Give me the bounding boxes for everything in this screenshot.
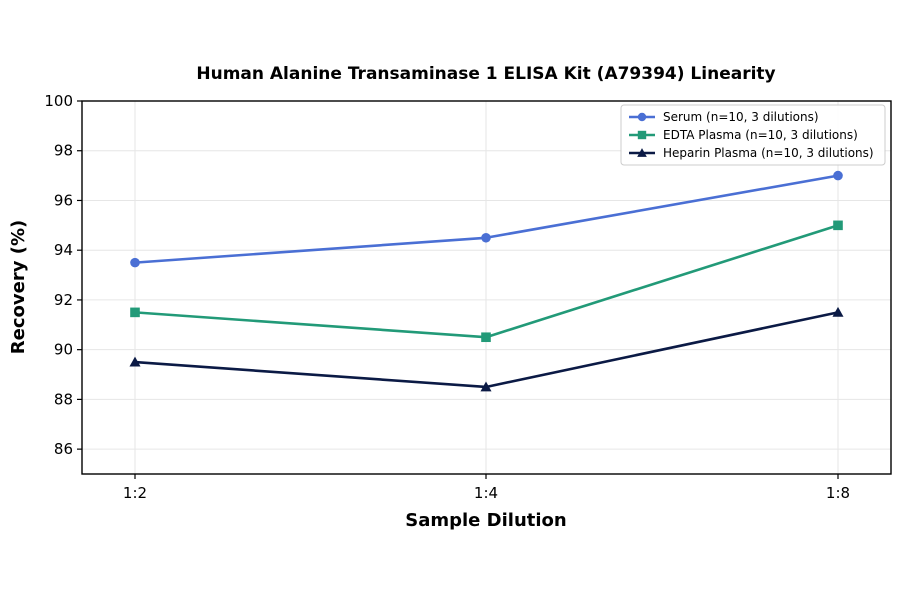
x-axis-label: Sample Dilution — [405, 510, 566, 531]
y-tick-label: 100 — [44, 92, 73, 110]
legend-swatch-marker — [637, 148, 647, 157]
data-point — [129, 356, 141, 367]
y-tick-label: 98 — [54, 142, 73, 160]
data-point — [833, 220, 843, 231]
y-tick-label: 88 — [54, 390, 73, 408]
data-point — [833, 170, 843, 181]
chart-title: Human Alanine Transaminase 1 ELISA Kit (… — [196, 64, 775, 84]
y-tick-label: 94 — [54, 241, 73, 259]
tick-layer: 86 88 90 92 94 96 98 100 1:2 1:4 1:8 — [44, 92, 850, 502]
legend: Serum (n=10, 3 dilutions) EDTA Plasma (n=… — [620, 104, 886, 166]
legend-entry: Heparin Plasma (n=10, 3 dilutions) — [629, 146, 874, 160]
y-axis-label: Recovery (%) — [8, 220, 29, 354]
legend-box — [620, 104, 886, 166]
series-serum — [130, 170, 843, 268]
data-point — [832, 306, 844, 317]
data-point — [130, 307, 140, 318]
legend-swatch-marker — [637, 112, 647, 122]
data-point — [481, 232, 491, 243]
y-tick-label: 90 — [54, 341, 73, 359]
legend-swatch-marker — [637, 130, 647, 140]
y-tick-label: 92 — [54, 291, 73, 309]
legend-label: EDTA Plasma (n=10, 3 dilutions) — [663, 128, 858, 142]
data-point — [130, 257, 140, 268]
series-heparin — [129, 306, 844, 392]
legend-label: Serum (n=10, 3 dilutions) — [663, 110, 819, 124]
x-tick-label: 1:8 — [826, 484, 850, 502]
legend-entry: EDTA Plasma (n=10, 3 dilutions) — [629, 128, 858, 142]
y-tick-label: 96 — [54, 191, 73, 209]
data-point — [480, 381, 492, 392]
legend-label: Heparin Plasma (n=10, 3 dilutions) — [663, 146, 874, 160]
data-point — [481, 332, 491, 343]
series-edta — [130, 220, 843, 343]
x-tick-label: 1:4 — [474, 484, 498, 502]
x-tick-label: 1:2 — [123, 484, 147, 502]
y-tick-label: 86 — [54, 440, 73, 458]
legend-entry: Serum (n=10, 3 dilutions) — [629, 110, 819, 124]
series-layer — [129, 170, 844, 392]
